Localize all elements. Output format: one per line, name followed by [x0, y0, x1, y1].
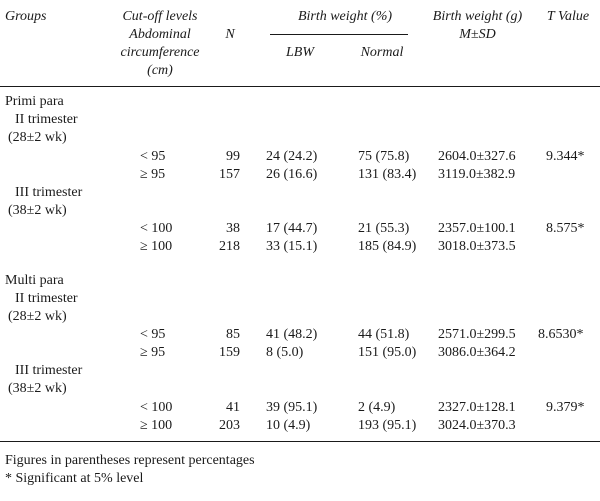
normal-cell: 21 (55.3) [358, 221, 410, 236]
cutoff-cell: ≥ 95 [140, 345, 166, 360]
lbw-cell: 26 (16.6) [266, 167, 318, 182]
header-groups: Groups [5, 9, 47, 24]
header-cutoff-l2: Abdominal [129, 27, 191, 42]
cutoff-cell: < 100 [140, 221, 173, 236]
cutoff-cell: ≥ 100 [140, 239, 173, 254]
t-value-cell: 9.379* [546, 400, 585, 415]
t-value-cell: 8.6530* [538, 327, 584, 342]
trimester-name: III trimester [15, 363, 83, 378]
msd-cell: 2327.0±128.1 [438, 400, 516, 415]
header-birth-weight-g: Birth weight (g) [432, 9, 523, 24]
cutoff-cell: < 95 [140, 149, 166, 164]
cutoff-cell: ≥ 100 [140, 418, 173, 433]
lbw-cell: 8 (5.0) [266, 345, 304, 360]
header-lbw: LBW [286, 45, 314, 60]
cutoff-cell: ≥ 95 [140, 167, 166, 182]
normal-cell: 193 (95.1) [358, 418, 417, 433]
header-birth-weight-pct: Birth weight (%) [297, 9, 393, 24]
birth-weight-pct-underline [270, 34, 408, 35]
header-rule [0, 86, 600, 87]
footnote-significance: * Significant at 5% level [5, 471, 144, 486]
lbw-cell: 10 (4.9) [266, 418, 311, 433]
lbw-cell: 24 (24.2) [266, 149, 318, 164]
normal-cell: 75 (75.8) [358, 149, 410, 164]
trimester-weeks: (28±2 wk) [8, 130, 67, 145]
msd-cell: 2357.0±100.1 [438, 221, 516, 236]
header-t-value: T Value [546, 9, 590, 24]
lbw-cell: 41 (48.2) [266, 327, 318, 342]
n-cell: 159 [219, 345, 240, 360]
n-cell: 85 [226, 327, 240, 342]
header-msd: M±SD [459, 27, 496, 42]
normal-cell: 185 (84.9) [358, 239, 417, 254]
lbw-cell: 33 (15.1) [266, 239, 318, 254]
trimester-weeks: (38±2 wk) [8, 203, 67, 218]
lbw-cell: 17 (44.7) [266, 221, 318, 236]
n-cell: 218 [219, 239, 240, 254]
msd-cell: 3119.0±382.9 [438, 167, 516, 182]
n-cell: 38 [226, 221, 240, 236]
footnote-percentages: Figures in parentheses represent percent… [5, 453, 255, 468]
n-cell: 99 [226, 149, 240, 164]
trimester-weeks: (38±2 wk) [8, 381, 67, 396]
normal-cell: 151 (95.0) [358, 345, 417, 360]
section-title: Multi para [5, 273, 64, 288]
normal-cell: 44 (51.8) [358, 327, 410, 342]
cutoff-cell: < 95 [140, 327, 166, 342]
lbw-cell: 39 (95.1) [266, 400, 318, 415]
normal-cell: 131 (83.4) [358, 167, 417, 182]
section-title: Primi para [5, 94, 64, 109]
header-n: N [225, 27, 235, 42]
n-cell: 41 [226, 400, 240, 415]
trimester-weeks: (28±2 wk) [8, 309, 67, 324]
bottom-rule [0, 441, 600, 442]
msd-cell: 3086.0±364.2 [438, 345, 516, 360]
header-cutoff-l4: (cm) [147, 63, 173, 78]
msd-cell: 3024.0±370.3 [438, 418, 516, 433]
trimester-name: II trimester [15, 291, 78, 306]
t-value-cell: 8.575* [546, 221, 585, 236]
header-cutoff-l1: Cut-off levels [122, 9, 198, 24]
trimester-name: II trimester [15, 112, 78, 127]
header-cutoff-l3: circumference [120, 45, 200, 60]
normal-cell: 2 (4.9) [358, 400, 396, 415]
msd-cell: 3018.0±373.5 [438, 239, 516, 254]
cutoff-cell: < 100 [140, 400, 173, 415]
header-normal: Normal [360, 45, 404, 60]
t-value-cell: 9.344* [546, 149, 585, 164]
n-cell: 157 [219, 167, 240, 182]
msd-cell: 2604.0±327.6 [438, 149, 516, 164]
msd-cell: 2571.0±299.5 [438, 327, 516, 342]
n-cell: 203 [219, 418, 240, 433]
trimester-name: III trimester [15, 185, 83, 200]
